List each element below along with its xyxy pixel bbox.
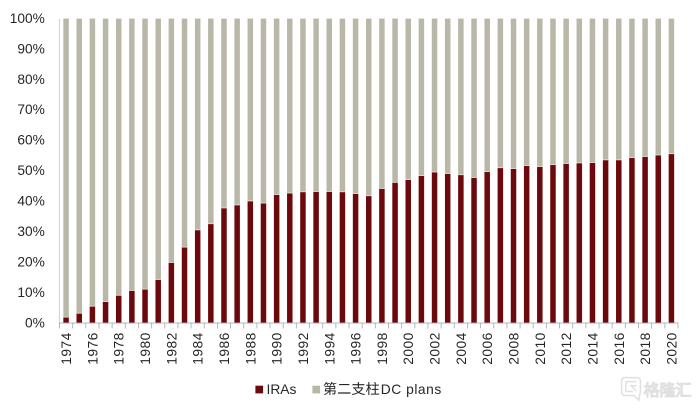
svg-text:2000: 2000 bbox=[401, 332, 416, 365]
svg-text:1982: 1982 bbox=[164, 332, 179, 365]
svg-text:30%: 30% bbox=[17, 224, 44, 239]
svg-text:1974: 1974 bbox=[59, 332, 74, 365]
svg-text:2012: 2012 bbox=[559, 332, 574, 365]
svg-text:1988: 1988 bbox=[243, 332, 258, 365]
svg-text:90%: 90% bbox=[17, 41, 44, 56]
svg-text:1990: 1990 bbox=[270, 332, 285, 365]
svg-text:1986: 1986 bbox=[217, 332, 232, 365]
svg-text:1994: 1994 bbox=[322, 332, 337, 365]
svg-text:2008: 2008 bbox=[507, 332, 522, 365]
svg-text:1980: 1980 bbox=[138, 332, 153, 365]
svg-text:2020: 2020 bbox=[664, 332, 679, 365]
svg-text:2014: 2014 bbox=[585, 332, 600, 365]
svg-text:20%: 20% bbox=[17, 254, 44, 269]
svg-text:2004: 2004 bbox=[454, 332, 469, 365]
svg-text:2018: 2018 bbox=[638, 332, 653, 365]
svg-text:2010: 2010 bbox=[533, 332, 548, 365]
svg-text:60%: 60% bbox=[17, 133, 44, 148]
svg-text:0%: 0% bbox=[25, 315, 45, 330]
svg-text:2002: 2002 bbox=[428, 332, 443, 365]
svg-text:100%: 100% bbox=[10, 11, 45, 26]
svg-text:1984: 1984 bbox=[191, 332, 206, 365]
svg-text:70%: 70% bbox=[17, 102, 44, 117]
svg-text:DC plans: DC plans bbox=[381, 382, 442, 397]
svg-text:1978: 1978 bbox=[112, 332, 127, 365]
svg-text:2006: 2006 bbox=[480, 332, 495, 365]
svg-text:1996: 1996 bbox=[349, 332, 364, 365]
svg-text:50%: 50% bbox=[17, 163, 44, 178]
svg-text:1998: 1998 bbox=[375, 332, 390, 365]
svg-text:2016: 2016 bbox=[612, 332, 627, 365]
svg-text:1992: 1992 bbox=[296, 332, 311, 365]
svg-text:1976: 1976 bbox=[85, 332, 100, 365]
svg-text:40%: 40% bbox=[17, 194, 44, 209]
svg-text:80%: 80% bbox=[17, 72, 44, 87]
svg-text:IRAs: IRAs bbox=[267, 382, 297, 397]
svg-text:10%: 10% bbox=[17, 285, 44, 300]
